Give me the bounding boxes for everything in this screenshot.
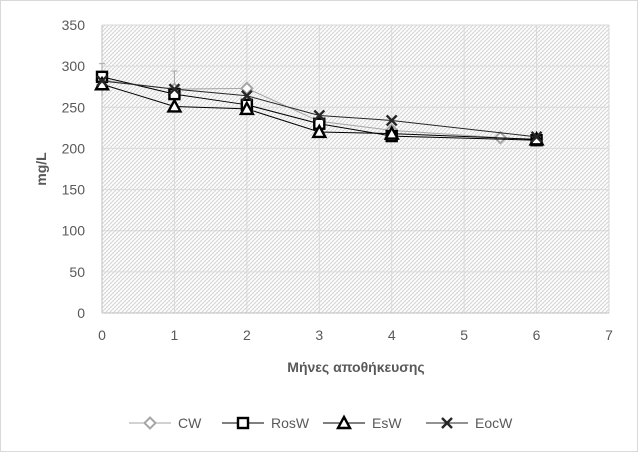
y-axis-label: mg/L: [33, 152, 49, 186]
data-point: [96, 75, 108, 87]
legend: CW RosW EsW EocW: [129, 414, 513, 431]
y-tick-label: 0: [77, 305, 85, 321]
legend-entry-rosw: RosW: [222, 415, 310, 431]
y-tick-label: 50: [69, 264, 85, 280]
plot-area: [102, 25, 609, 313]
x-axis-label: Μήνες αποθήκευσης: [287, 359, 424, 375]
x-tick-label: 2: [243, 327, 251, 343]
legend-marker: [143, 416, 157, 430]
x-tick-label: 5: [460, 327, 468, 343]
x-tick-label: 1: [171, 327, 179, 343]
y-tick-label: 350: [62, 17, 86, 33]
data-point: [166, 97, 183, 113]
series-eocw: [96, 75, 543, 143]
x-tick-label: 6: [533, 327, 541, 343]
data-point: [239, 81, 254, 96]
data-point: [313, 109, 326, 122]
legend-marker: [335, 414, 353, 430]
legend-entry-esw: EsW: [323, 414, 402, 431]
legend-marker: [236, 416, 250, 430]
series-line: [101, 76, 537, 141]
legend-label: RosW: [271, 415, 310, 431]
series-line: [101, 80, 537, 138]
legend-marker: [441, 417, 453, 429]
x-tick-label: 7: [605, 327, 613, 343]
series-line: [101, 83, 537, 140]
x-tick-label: 3: [315, 327, 323, 343]
y-tick-label: 200: [62, 140, 86, 156]
y-tick-label: 100: [62, 223, 86, 239]
legend-label: EsW: [372, 415, 402, 431]
data-point: [241, 89, 253, 102]
data-point: [530, 131, 543, 143]
data-point: [385, 114, 398, 127]
y-tick-label: 250: [62, 99, 86, 115]
x-tick-label: 4: [388, 327, 396, 343]
legend-entry-cw: CW: [129, 415, 202, 431]
data-point: [168, 83, 181, 96]
legend-entry-eocw: EocW: [426, 415, 513, 431]
y-tick-label: 150: [62, 182, 86, 198]
series-group: [93, 63, 545, 147]
x-axis-ticks: 0 1 2 3 4 5 6 7: [98, 327, 613, 343]
x-tick-label: 0: [98, 327, 106, 343]
y-axis-ticks: 0 50 100 150 200 250 300 350: [62, 17, 86, 321]
y-tick-label: 300: [62, 58, 86, 74]
data-point: [383, 125, 400, 140]
data-point: [238, 100, 255, 116]
legend-label: EocW: [475, 415, 513, 431]
data-point: [311, 123, 328, 139]
legend-label: CW: [178, 415, 202, 431]
